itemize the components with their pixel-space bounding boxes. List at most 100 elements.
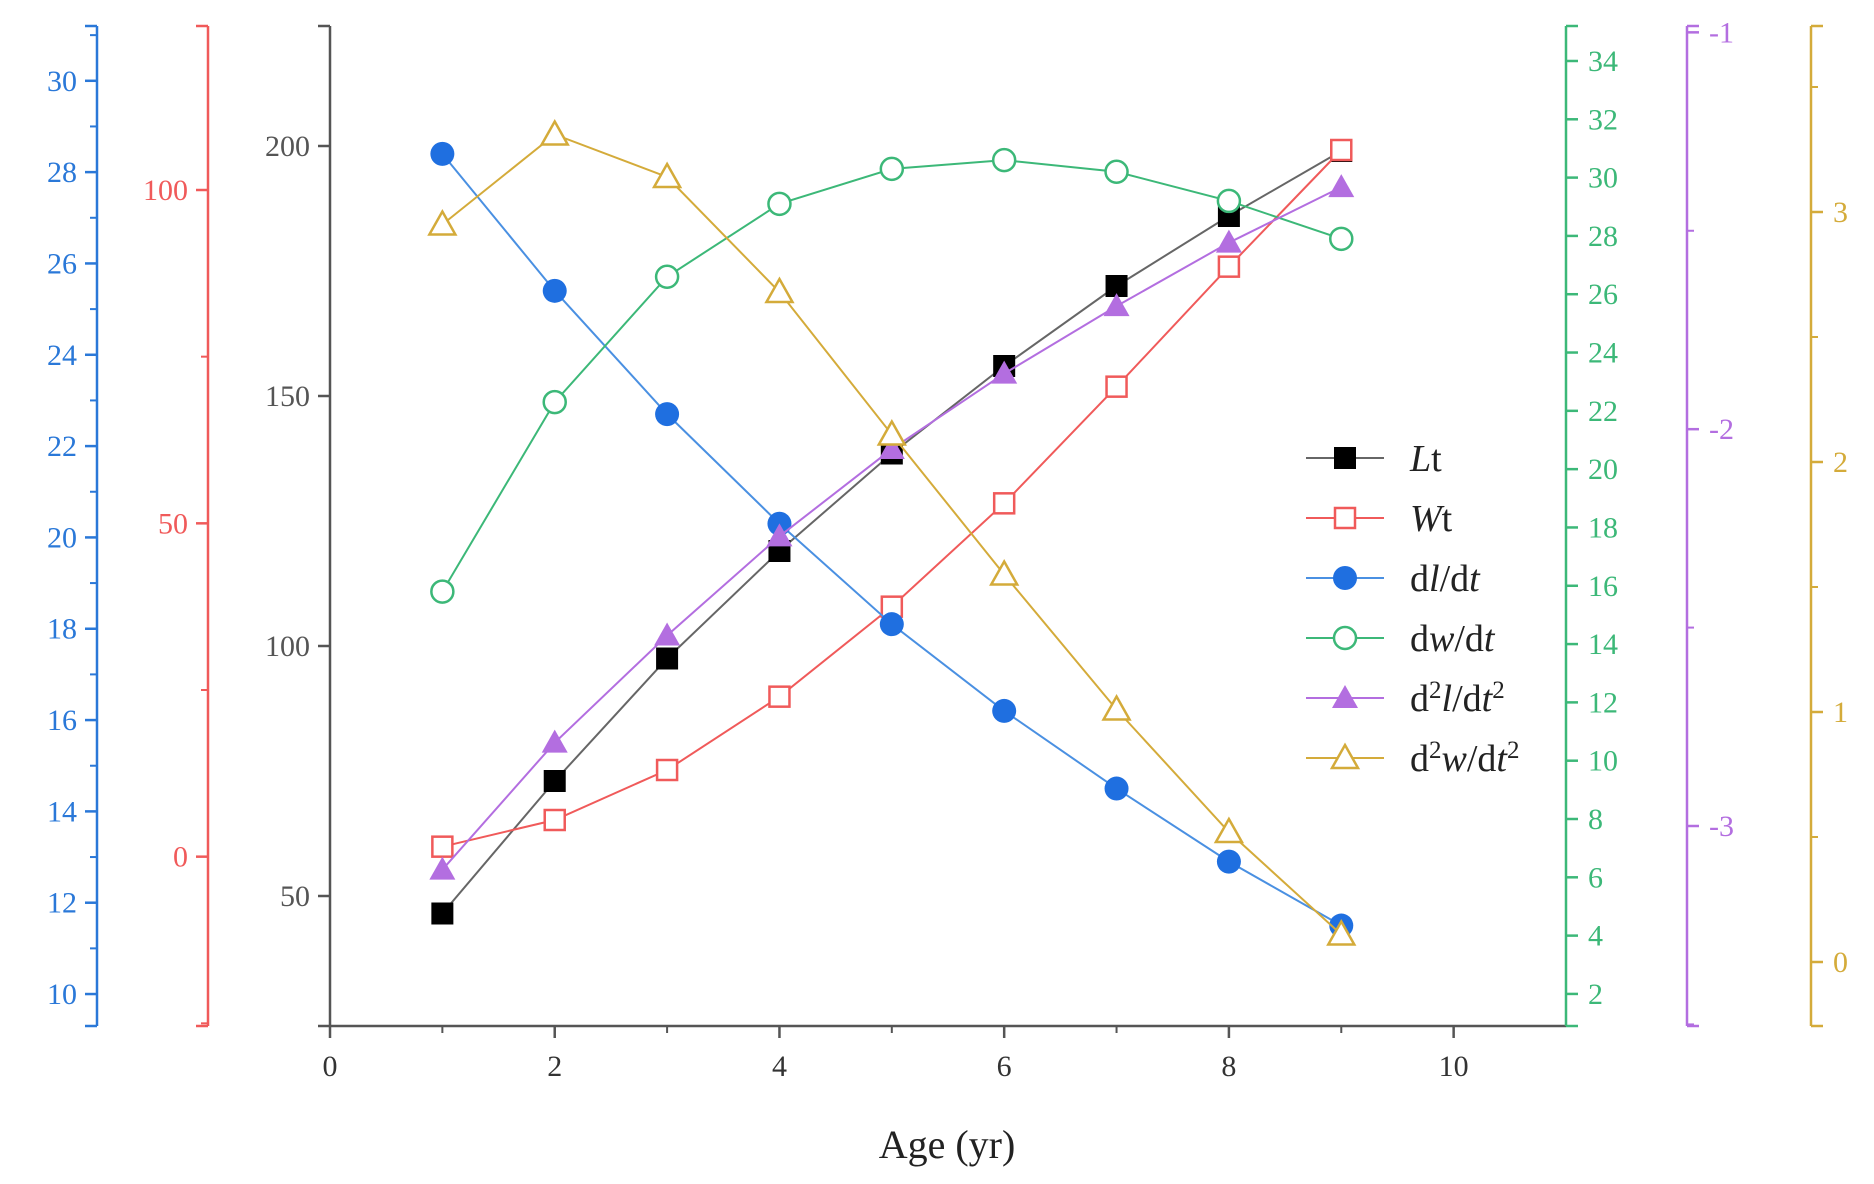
legend-item-1: Wt [1306, 498, 1453, 540]
series-5-point [989, 558, 1020, 586]
series-4 [429, 174, 1355, 880]
green-tick-label: 12 [1588, 686, 1618, 719]
legend-label-part: /d [1454, 618, 1484, 660]
series-4-point [541, 729, 568, 753]
series-1 [431, 138, 1353, 858]
x-axis-label: Age (yr) [879, 1122, 1016, 1167]
green-tick-label: 6 [1588, 861, 1603, 894]
x-tick-label: 2 [547, 1050, 562, 1083]
legend-label-part: W [1410, 498, 1445, 540]
legend-label-part: 2 [1492, 677, 1505, 704]
series-5-point [1213, 816, 1245, 844]
series-2-point [879, 612, 904, 637]
legend-label-part: d [1410, 618, 1429, 660]
series-5-point [427, 208, 458, 236]
green-tick-label: 10 [1588, 745, 1618, 778]
legend-label-part: t [1431, 438, 1442, 480]
legend-label-part: /d [1452, 678, 1482, 720]
legend-marker [1332, 685, 1358, 708]
series-2-point [1104, 776, 1129, 801]
red-tick-label: 100 [143, 174, 188, 207]
series-0 [431, 140, 1353, 925]
series-3-point [767, 191, 792, 217]
green-tick-label: 8 [1588, 803, 1603, 836]
legend-item-0: Lt [1306, 438, 1442, 480]
legend-label: dw/dt [1410, 618, 1496, 660]
series-3 [430, 147, 1354, 604]
legend-marker [1333, 566, 1357, 590]
legend-label-part: 2 [1507, 737, 1520, 764]
purple-y-axis: -3 -2 -1 [1685, 16, 1734, 1028]
series-5-point [539, 118, 570, 146]
x-tick-label: 0 [323, 1050, 338, 1083]
series-layer [427, 118, 1357, 946]
green-tick-label: 30 [1588, 162, 1618, 195]
legend-marker [1333, 506, 1357, 530]
series-0-point [431, 902, 454, 925]
gold-tick-label: 2 [1833, 446, 1848, 479]
series-4-point [766, 523, 793, 547]
series-1-point [992, 492, 1016, 515]
series-4-point [1328, 174, 1355, 198]
green-tick-label: 22 [1588, 395, 1618, 428]
legend-label-part: t [1482, 678, 1494, 720]
series-4-point [991, 360, 1018, 384]
series-5-point [876, 418, 907, 446]
series-3-point [430, 579, 455, 604]
green-tick-label: 28 [1588, 220, 1618, 253]
blue-tick-label: 24 [47, 339, 77, 372]
legend-marker [1334, 447, 1356, 469]
x-tick-label: 4 [772, 1050, 787, 1083]
series-3-line [441, 159, 1342, 593]
series-3-point [991, 147, 1017, 173]
series-3-point [1329, 226, 1354, 252]
green-tick-label: 18 [1588, 511, 1618, 544]
legend-label: dl/dt [1410, 558, 1481, 600]
series-5 [427, 118, 1357, 946]
green-tick-label: 34 [1588, 45, 1618, 78]
series-2-point [1216, 849, 1241, 874]
legend-label: Lt [1409, 438, 1442, 480]
legend-label-part: /d [1467, 738, 1497, 780]
legend-label-part: t [1442, 498, 1453, 540]
main-tick-label: 50 [280, 880, 310, 913]
series-5-point [651, 161, 683, 189]
blue-tick-label: 26 [47, 247, 77, 280]
legend-marker [1332, 625, 1358, 651]
legend-label-part: d [1410, 678, 1429, 720]
series-1-point [543, 808, 566, 832]
legend-item-5: d2w/dt2 [1306, 737, 1520, 780]
series-2-point [430, 141, 455, 166]
x-tick-label: 8 [1221, 1050, 1236, 1083]
purple-tick-label: -1 [1709, 16, 1734, 49]
legend-marker [1329, 742, 1361, 770]
blue-tick-label: 18 [47, 613, 77, 646]
gold-tick-label: 0 [1833, 946, 1848, 979]
legend-item-2: dl/dt [1306, 558, 1481, 600]
legend-label-part: 2 [1429, 737, 1442, 764]
x-tick-label: 10 [1439, 1050, 1469, 1083]
series-0-point [543, 770, 566, 792]
series-4-point [654, 622, 681, 646]
series-0-point [656, 647, 679, 670]
red-tick-label: 0 [173, 841, 188, 874]
legend-item-4: d2l/dt2 [1306, 677, 1505, 720]
series-4-point [878, 436, 905, 460]
series-1-point [768, 685, 791, 708]
blue-tick-label: 16 [47, 704, 77, 737]
legend-label-part: l [1429, 558, 1440, 600]
blue-tick-label: 10 [47, 978, 77, 1011]
legend-label-part: w [1429, 618, 1455, 660]
legend-label-part: l [1442, 678, 1453, 720]
red-y-axis: 0 50 100 [143, 24, 210, 1028]
series-2 [430, 141, 1354, 938]
series-4-point [1215, 229, 1242, 253]
series-4-point [1103, 293, 1130, 317]
series-0-line [441, 150, 1342, 915]
gold-tick-label: 1 [1833, 696, 1848, 729]
blue-tick-label: 20 [47, 521, 77, 554]
red-tick-label: 50 [158, 507, 188, 540]
